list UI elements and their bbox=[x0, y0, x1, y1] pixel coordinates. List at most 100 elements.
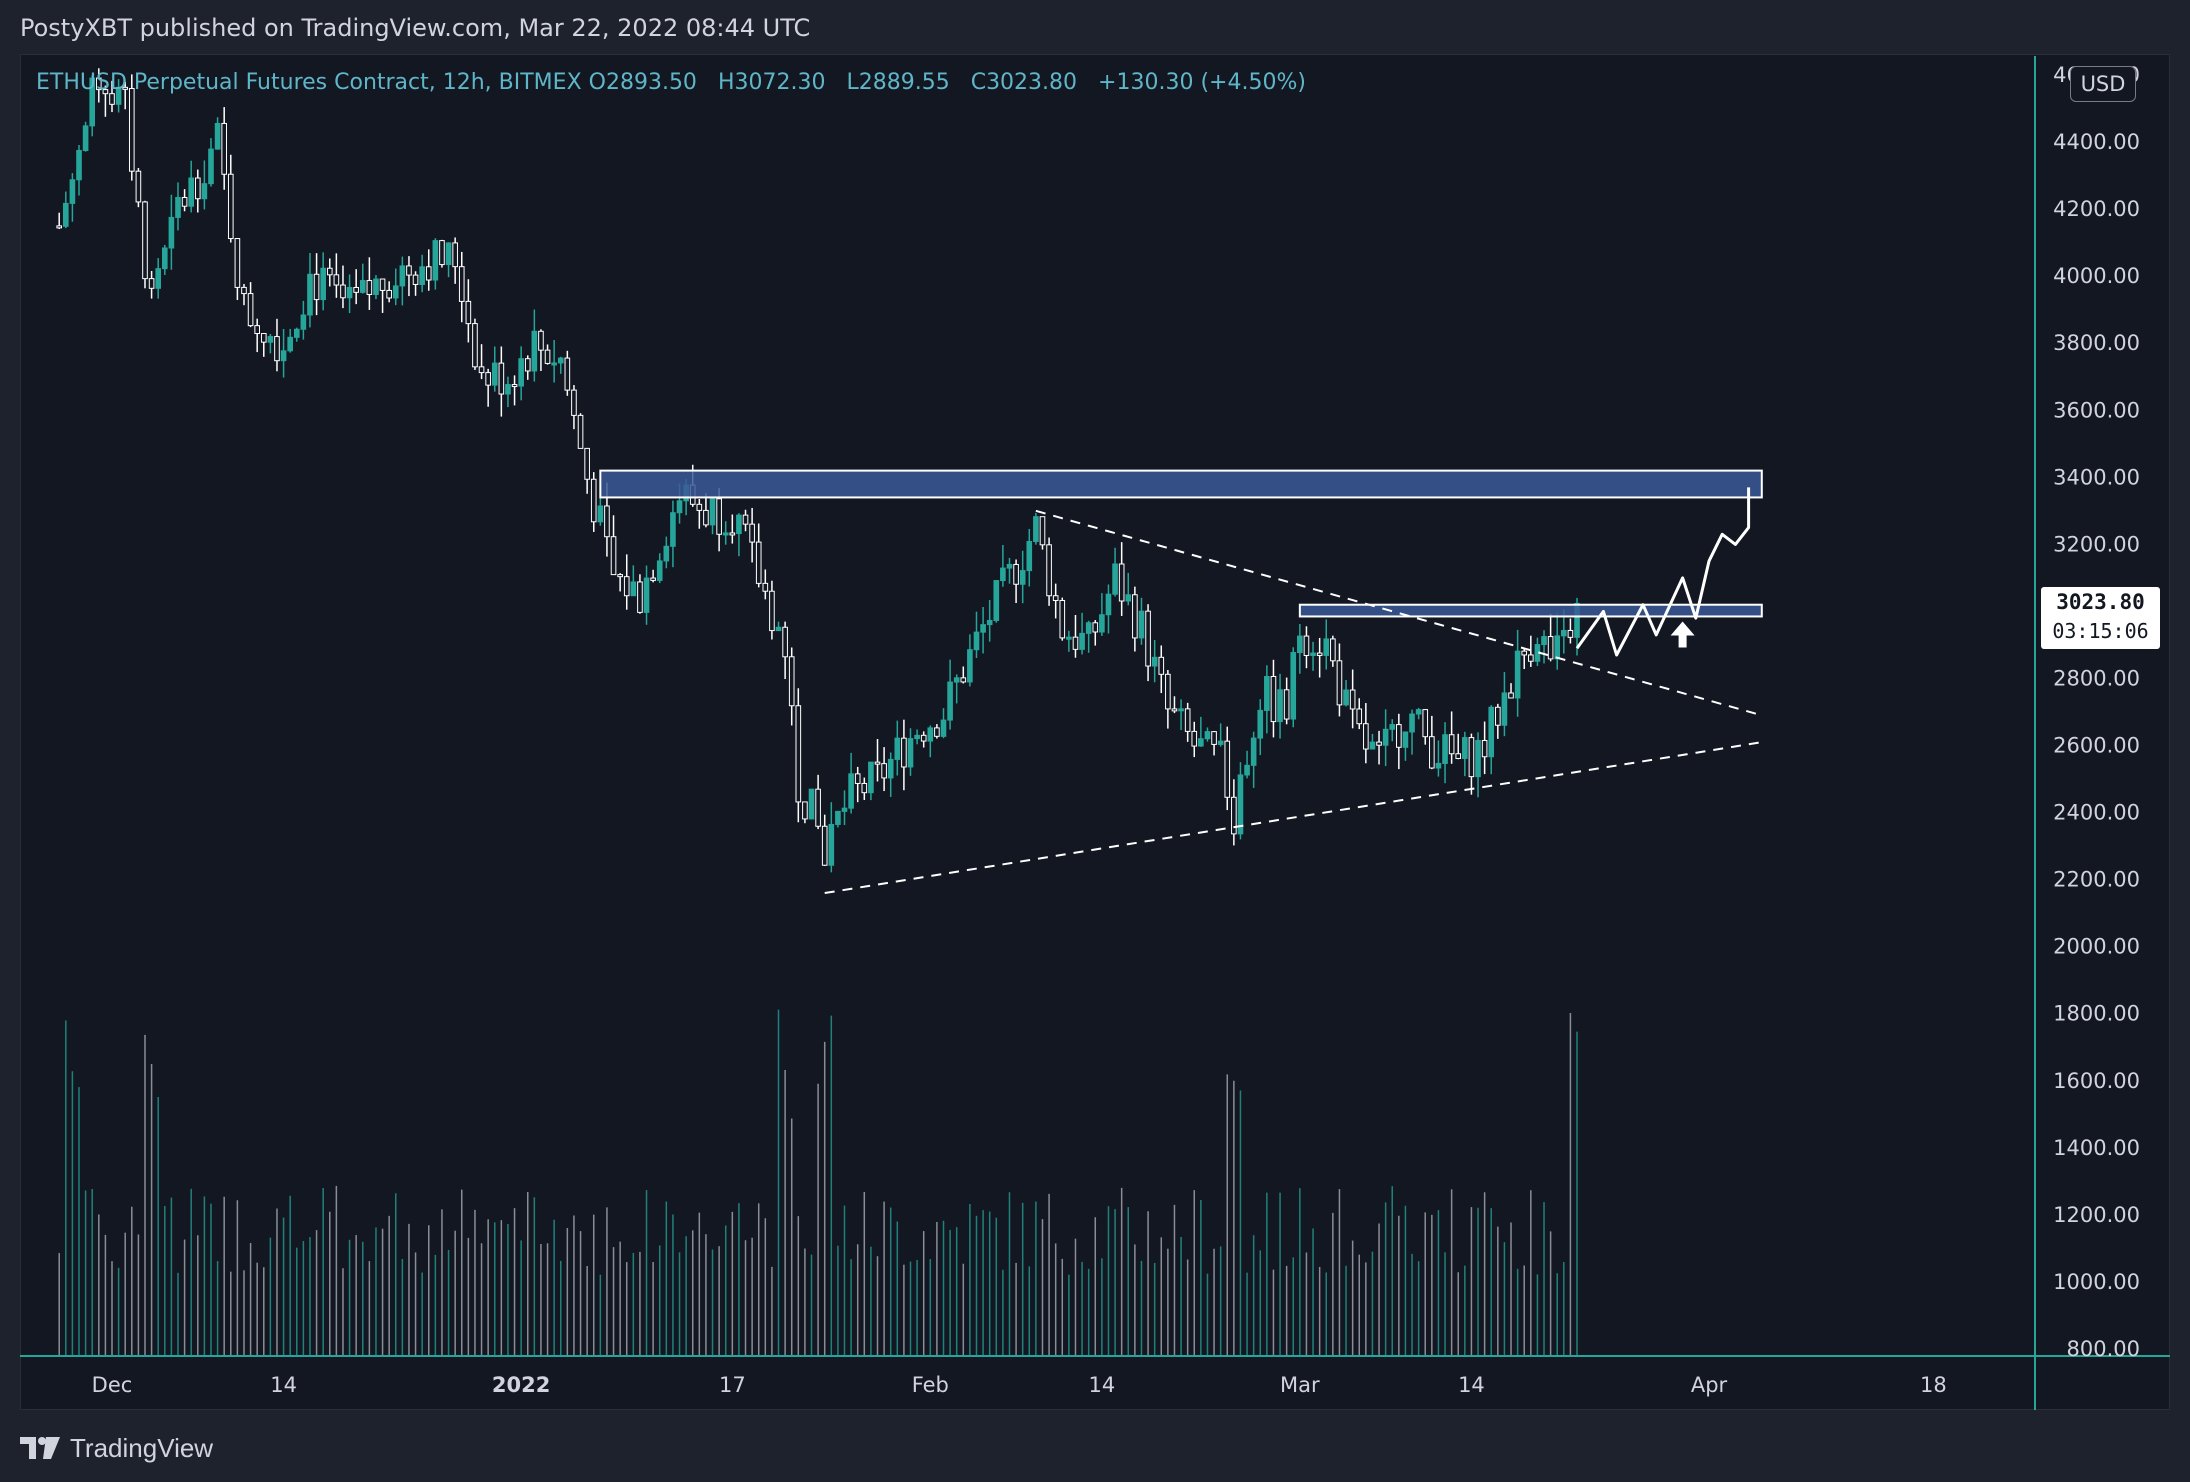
candle-layer bbox=[56, 68, 1580, 873]
candle-body bbox=[835, 810, 841, 825]
candle-body bbox=[1336, 660, 1343, 706]
header-bar: PostyXBT published on TradingView.com, M… bbox=[0, 0, 2190, 54]
candle-body bbox=[788, 656, 795, 707]
candle-body bbox=[221, 122, 227, 175]
candle-body bbox=[1303, 635, 1310, 656]
time-tick-label: 14 bbox=[1458, 1373, 1485, 1397]
candle-body bbox=[1112, 563, 1118, 595]
candle-body bbox=[1277, 689, 1283, 723]
price-tick-label: 4200.00 bbox=[2053, 197, 2140, 221]
candle-body bbox=[392, 285, 399, 299]
tradingview-logo[interactable]: TradingView bbox=[20, 1430, 213, 1466]
candle-body bbox=[1125, 594, 1132, 602]
candle-body bbox=[518, 358, 524, 387]
candle-body bbox=[1382, 728, 1389, 746]
candle-body bbox=[188, 177, 194, 207]
candle-body bbox=[1574, 602, 1580, 638]
candle-body bbox=[274, 336, 280, 362]
candle-body bbox=[1138, 610, 1145, 639]
ohlc-change: +130.30 (+4.50%) bbox=[1098, 70, 1306, 95]
resistance-zone-lower bbox=[1298, 603, 1763, 618]
candle-body bbox=[524, 358, 531, 372]
candle-body bbox=[584, 447, 590, 480]
candle-body bbox=[1270, 675, 1277, 723]
candle-body bbox=[1118, 563, 1125, 602]
bar-countdown: 03:15:06 bbox=[2052, 619, 2149, 643]
candle-body bbox=[755, 541, 762, 584]
publisher-line: PostyXBT published on TradingView.com, M… bbox=[20, 14, 811, 42]
candle-body bbox=[320, 267, 326, 301]
candle-body bbox=[986, 619, 993, 626]
candle-body bbox=[1204, 731, 1211, 740]
candle-body bbox=[590, 478, 597, 523]
price-tick-label: 1400.00 bbox=[2053, 1136, 2140, 1160]
price-tick-label: 800.00 bbox=[2067, 1337, 2140, 1361]
candle-body bbox=[1224, 740, 1231, 798]
tradingview-logo-icon bbox=[20, 1437, 60, 1459]
candle-body bbox=[452, 242, 458, 268]
candle-body bbox=[1475, 740, 1481, 778]
price-tick-label: 2800.00 bbox=[2053, 666, 2140, 690]
candle-body bbox=[359, 280, 366, 293]
candle-body bbox=[1369, 741, 1376, 750]
time-tick-label: Dec bbox=[92, 1373, 133, 1397]
drawing-layer bbox=[599, 469, 1763, 895]
candle-body bbox=[293, 328, 300, 338]
candle-body bbox=[742, 514, 749, 525]
candle-body bbox=[901, 737, 907, 768]
candle-body bbox=[1006, 563, 1013, 569]
candle-body bbox=[102, 89, 109, 95]
candle-body bbox=[960, 677, 967, 683]
candle-body bbox=[1250, 737, 1257, 766]
candle-body bbox=[1132, 594, 1138, 639]
price-tick-label: 2600.00 bbox=[2053, 734, 2140, 758]
price-tick-label: 1000.00 bbox=[2053, 1270, 2140, 1294]
time-tick-label: Apr bbox=[1691, 1373, 1728, 1397]
candle-body bbox=[1541, 636, 1547, 646]
candle-body bbox=[485, 372, 491, 386]
candle-body bbox=[412, 274, 419, 285]
candle-body bbox=[399, 265, 406, 287]
candle-body bbox=[643, 577, 650, 613]
candle-body bbox=[1059, 599, 1066, 639]
candle-body bbox=[722, 532, 729, 536]
symbol-legend[interactable]: ETHUSD Perpetual Futures Contract, 12h, … bbox=[36, 70, 1320, 95]
candle-body bbox=[828, 823, 835, 866]
candle-body bbox=[604, 505, 610, 538]
candle-body bbox=[458, 266, 465, 302]
candle-body bbox=[62, 202, 69, 227]
candle-body bbox=[1448, 734, 1455, 755]
candle-body bbox=[973, 631, 980, 651]
candle-body bbox=[333, 274, 340, 286]
symbol-name[interactable]: ETHUSD Perpetual Futures Contract, 12h, … bbox=[36, 70, 582, 95]
candle-body bbox=[577, 414, 584, 449]
candle-body bbox=[1145, 610, 1151, 667]
price-tick-label: 3400.00 bbox=[2053, 465, 2140, 489]
candle-body bbox=[663, 545, 670, 562]
candle-body bbox=[1105, 593, 1112, 616]
candle-body bbox=[69, 179, 76, 204]
candle-body bbox=[1151, 656, 1158, 667]
candle-body bbox=[1072, 636, 1079, 650]
candle-body bbox=[313, 273, 320, 301]
candle-body bbox=[1554, 635, 1561, 660]
candle-body bbox=[571, 389, 577, 416]
candle-body bbox=[749, 523, 755, 543]
time-tick-label: 14 bbox=[1089, 1373, 1116, 1397]
currency-badge[interactable]: USD bbox=[2070, 66, 2136, 102]
candle-body bbox=[1455, 753, 1462, 759]
candle-body bbox=[1171, 708, 1178, 712]
candle-body bbox=[1052, 595, 1059, 601]
price-tick-label: 2000.00 bbox=[2053, 935, 2140, 959]
candle-body bbox=[346, 286, 353, 299]
candle-body bbox=[1528, 654, 1534, 662]
candle-body bbox=[630, 581, 637, 597]
candle-body bbox=[696, 503, 703, 511]
candle-body bbox=[1462, 737, 1468, 759]
price-tick-label: 1200.00 bbox=[2053, 1203, 2140, 1227]
candle-body bbox=[379, 278, 386, 291]
candle-body bbox=[386, 289, 392, 299]
candle-body bbox=[953, 677, 960, 683]
price-tick-label: 3800.00 bbox=[2053, 331, 2140, 355]
